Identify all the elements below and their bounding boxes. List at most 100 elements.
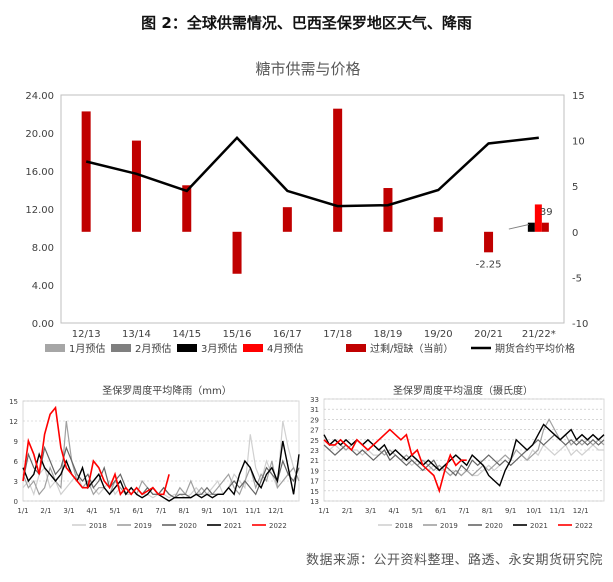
y-tick-label: 23 <box>310 447 319 455</box>
legend-label: 过剩/短缺（当前） <box>370 342 453 355</box>
legend-label: 2019 <box>134 522 152 530</box>
rainfall-chart: 圣保罗周度平均降雨（mm） 0 3 6 9 12 15 1/1 2/1 3/1 4/1 5/1 6/1… <box>9 384 300 530</box>
annotation-label: 39 <box>540 207 553 218</box>
left-tick-label: 12.00 <box>25 205 54 216</box>
surplus-deficit-bar <box>282 207 292 232</box>
surplus-deficit-bar <box>182 185 192 232</box>
legend-label: 2022 <box>575 522 593 530</box>
temperature-chart-title: 圣保罗周度平均温度（摄氏度） <box>393 384 533 397</box>
x-tick-label: 10/1 <box>222 507 238 515</box>
legend-swatch <box>111 344 131 352</box>
x-tick-label: 12/13 <box>72 329 101 340</box>
x-tick-label: 4/1 <box>388 507 399 515</box>
legend-label: 2020 <box>179 522 197 530</box>
y-tick-label: 25 <box>310 437 319 445</box>
y-tick-label: 0 <box>14 498 18 506</box>
rainfall-chart-title: 圣保罗周度平均降雨（mm） <box>102 384 231 397</box>
x-tick-label: 8/1 <box>482 507 493 515</box>
x-tick-label: 4/1 <box>86 507 97 515</box>
forecast-bar <box>534 204 542 232</box>
legend-swatch <box>177 344 197 352</box>
legend-label: 2018 <box>89 522 107 530</box>
y-tick-label: 12 <box>9 418 18 426</box>
x-tick-label: 1/1 <box>17 507 28 515</box>
legend-swatch <box>346 344 366 352</box>
x-tick-label: 2/1 <box>342 507 353 515</box>
series-line <box>323 423 605 487</box>
x-tick-label: 8/1 <box>178 507 189 515</box>
left-tick-label: 16.00 <box>25 167 54 178</box>
x-tick-label: 6/1 <box>435 507 446 515</box>
right-tick-label: -10 <box>572 319 588 330</box>
x-tick-label: 5/1 <box>109 507 120 515</box>
surplus-deficit-bar <box>333 108 343 232</box>
legend-label: 2018 <box>395 522 413 530</box>
main-chart-title: 糖市供需与价格 <box>255 60 360 78</box>
legend-label: 2月预估 <box>135 342 171 355</box>
left-tick-label: 4.00 <box>32 281 54 292</box>
temperature-chart: 圣保罗周度平均温度（摄氏度） 13 15 17 19 21 23 25 27 29 31 33 1/1… <box>310 384 605 530</box>
supply-demand-price-chart: 糖市供需与价格 -2.25 39 0.00 4.00 8.00 12.00 16.00 20… <box>25 60 588 355</box>
x-tick-label: 12/1 <box>268 507 284 515</box>
x-tick-label: 12/1 <box>573 507 589 515</box>
right-tick-label: -5 <box>572 273 582 284</box>
y-tick-label: 9 <box>14 438 18 446</box>
legend-label: 2021 <box>224 522 242 530</box>
surplus-deficit-bar <box>131 140 141 232</box>
y-tick-label: 29 <box>310 416 319 424</box>
legend-swatch <box>243 344 263 352</box>
legend-label: 4月预估 <box>267 342 303 355</box>
legend-swatch <box>45 344 65 352</box>
x-tick-label: 1/1 <box>318 507 329 515</box>
y-tick-label: 19 <box>310 467 319 475</box>
x-tick-label: 13/14 <box>122 329 151 340</box>
deficit-value-label: -2.25 <box>476 259 502 270</box>
x-tick-label: 10/1 <box>526 507 542 515</box>
x-tick-label: 9/1 <box>201 507 212 515</box>
left-tick-label: 24.00 <box>25 91 54 102</box>
x-tick-label: 11/1 <box>245 507 261 515</box>
right-tick-label: 10 <box>572 137 585 148</box>
x-tick-label: 20/21 <box>474 329 503 340</box>
y-tick-label: 27 <box>310 427 319 435</box>
x-tick-label: 15/16 <box>223 329 252 340</box>
left-tick-label: 0.00 <box>32 319 54 330</box>
x-tick-label: 19/20 <box>424 329 453 340</box>
surplus-deficit-bar <box>232 231 242 274</box>
y-tick-label: 21 <box>310 457 319 465</box>
legend-label: 2020 <box>485 522 503 530</box>
y-tick-label: 3 <box>14 478 18 486</box>
price-line <box>85 135 539 208</box>
x-tick-label: 14/15 <box>172 329 201 340</box>
legend-label: 期货合约平均价格 <box>495 342 575 355</box>
series-line <box>22 405 170 497</box>
right-tick-label: 15 <box>572 91 585 102</box>
annotation-leader <box>508 224 529 230</box>
x-tick-label: 16/17 <box>273 329 302 340</box>
source-note: 数据来源：公开资料整理、路透、永安期货研究院 <box>305 553 603 568</box>
x-tick-label: 21/22* <box>522 329 556 340</box>
x-tick-label: 7/1 <box>458 507 469 515</box>
y-tick-label: 6 <box>14 458 19 466</box>
x-tick-label: 7/1 <box>155 507 166 515</box>
series-line <box>22 440 300 502</box>
x-tick-label: 5/1 <box>412 507 423 515</box>
y-tick-label: 33 <box>310 396 319 404</box>
surplus-deficit-bar <box>383 188 393 232</box>
y-tick-label: 31 <box>310 406 319 414</box>
x-tick-label: 11/1 <box>549 507 565 515</box>
x-tick-label: 3/1 <box>365 507 376 515</box>
y-tick-label: 15 <box>9 398 18 406</box>
y-tick-label: 13 <box>310 498 319 506</box>
x-tick-label: 6/1 <box>132 507 143 515</box>
right-tick-label: 0 <box>572 228 578 239</box>
forecast-bar <box>541 222 549 232</box>
x-tick-label: 18/19 <box>374 329 403 340</box>
x-tick-label: 9/1 <box>505 507 516 515</box>
surplus-deficit-bar <box>484 231 494 253</box>
legend-label: 3月预估 <box>201 342 237 355</box>
right-tick-label: 5 <box>572 182 578 193</box>
legend-label: 2022 <box>269 522 287 530</box>
x-tick-label: 17/18 <box>323 329 352 340</box>
left-tick-label: 20.00 <box>25 129 54 140</box>
